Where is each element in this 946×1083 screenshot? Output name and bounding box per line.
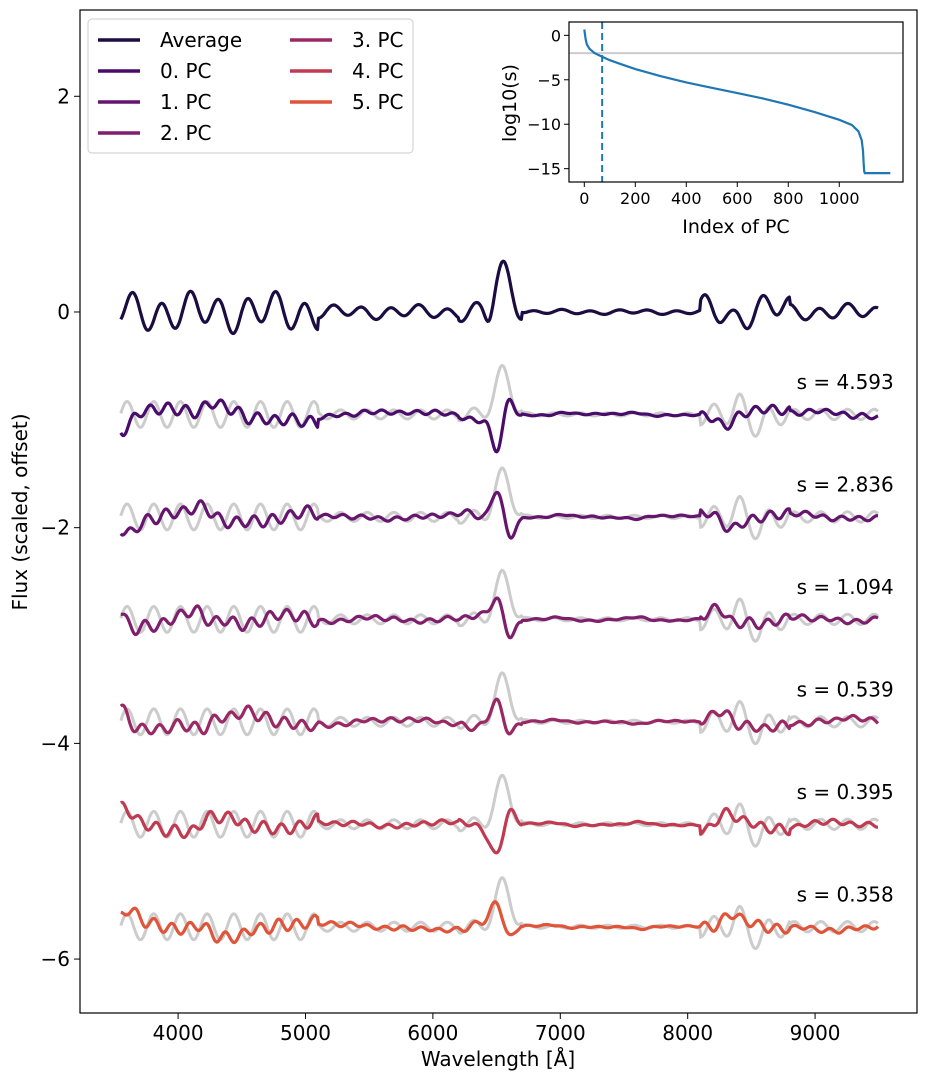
annotations: s = 4.593 s = 2.836 s = 1.094 s = 0.539 s = … xyxy=(797,370,894,906)
reference-curve xyxy=(119,671,880,746)
inset-x-tick-label: 400 xyxy=(671,189,702,208)
x-tick-label: 7000 xyxy=(535,1021,586,1045)
main-curves xyxy=(119,259,880,951)
singular-value-curve xyxy=(583,29,891,175)
reference-curve xyxy=(119,363,879,438)
legend-label: Average xyxy=(160,28,242,52)
series-line xyxy=(119,490,879,540)
y-tick-label: 0 xyxy=(57,300,70,324)
reference-curve xyxy=(119,773,880,848)
legend-label: 4. PC xyxy=(352,59,403,83)
series-line xyxy=(120,900,880,945)
inset-y-tick-label: −15 xyxy=(527,160,561,179)
reference-curve xyxy=(119,876,880,951)
singular-value-label: s = 0.358 xyxy=(797,882,894,906)
series-line xyxy=(119,697,880,736)
reference-curve xyxy=(119,466,880,541)
inset-ticks: 0 200 400 600 800 1000 0 −5 −10 −15 xyxy=(527,26,859,208)
y-tick-label: −2 xyxy=(41,516,70,540)
legend-label: 3. PC xyxy=(352,28,403,52)
legend-frame xyxy=(87,18,414,154)
main-plot-frame xyxy=(79,9,918,1014)
inset-y-tick-label: −10 xyxy=(527,115,561,134)
y-tick-label: −4 xyxy=(41,731,70,755)
inset-x-tick-label: 600 xyxy=(722,189,753,208)
inset-x-tick-label: 800 xyxy=(773,189,804,208)
legend-label: 2. PC xyxy=(160,121,211,145)
series-line xyxy=(119,800,879,855)
inset-y-tick-label: 0 xyxy=(551,26,561,45)
inset-plot-frame xyxy=(568,21,904,183)
y-tick-label: 2 xyxy=(57,84,70,108)
singular-value-label: s = 4.593 xyxy=(797,370,894,394)
inset-background xyxy=(569,22,903,182)
x-tick-label: 5000 xyxy=(280,1021,331,1045)
y-tick-label: −6 xyxy=(41,947,70,971)
inset-chart: 0 200 400 600 800 1000 0 −5 −10 −15 Index of PC l… xyxy=(499,21,904,238)
series-line xyxy=(119,397,879,454)
singular-value-label: s = 0.539 xyxy=(797,677,894,701)
inset-x-tick-label: 200 xyxy=(620,189,651,208)
legend-label: 0. PC xyxy=(160,59,211,83)
inset-x-axis-label: Index of PC xyxy=(682,216,789,238)
legend-label: 1. PC xyxy=(160,90,211,114)
singular-value-label: s = 1.094 xyxy=(797,575,894,599)
inset-x-tick-label: 0 xyxy=(579,189,589,208)
inset-y-axis-label: log10(s) xyxy=(499,64,521,142)
x-tick-label: 6000 xyxy=(407,1021,458,1045)
x-axis-label: Wavelength [Å] xyxy=(421,1047,575,1071)
series-line xyxy=(119,259,879,336)
legend-label: 5. PC xyxy=(352,90,403,114)
reference-curve xyxy=(119,568,880,643)
legend: Average 0. PC 1. PC 2. PC 3. PC 4. PC 5. PC xyxy=(87,18,414,154)
x-tick-label: 4000 xyxy=(153,1021,204,1045)
singular-value-label: s = 0.395 xyxy=(797,780,894,804)
x-tick-label: 8000 xyxy=(662,1021,713,1045)
inset-x-tick-label: 1000 xyxy=(819,189,860,208)
x-tick-label: 9000 xyxy=(790,1021,841,1045)
y-axis-label: Flux (scaled, offset) xyxy=(8,413,32,610)
series-line xyxy=(120,596,879,640)
inset-y-tick-label: −5 xyxy=(537,71,561,90)
singular-value-label: s = 2.836 xyxy=(797,473,894,497)
